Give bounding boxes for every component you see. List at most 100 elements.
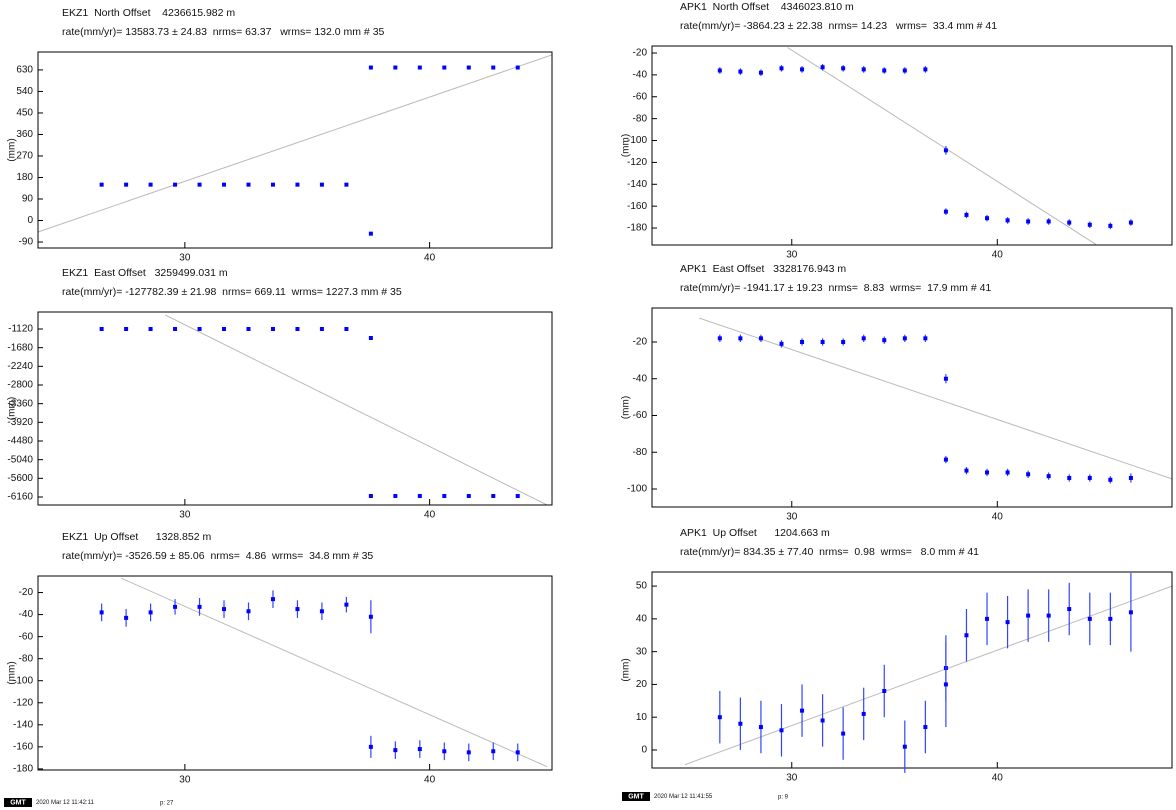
data-point xyxy=(1108,223,1113,228)
data-point xyxy=(368,65,373,70)
data-point xyxy=(1128,610,1133,615)
data-point xyxy=(902,68,907,73)
x-tick-label: 30 xyxy=(179,510,191,521)
data-point xyxy=(717,68,722,73)
data-point xyxy=(270,327,275,331)
timestamp: 2020 Mar 12 11:42:11 xyxy=(36,800,94,806)
y-tick-label: -5040 xyxy=(7,454,33,465)
data-point xyxy=(491,749,496,754)
chart-panel: EKZ1 North Offset 4236615.982 m rate(mm/y… xyxy=(7,7,553,264)
y-tick-label: -60 xyxy=(19,631,34,642)
y-tick-label: 20 xyxy=(636,679,648,690)
y-tick-label: -180 xyxy=(627,223,647,234)
data-point xyxy=(442,749,447,754)
chart-subtitle: rate(mm/yr)= -3526.59 ± 85.06 nrms= 4.86… xyxy=(62,550,373,562)
y-tick-label: -80 xyxy=(633,113,648,124)
x-tick-label: 40 xyxy=(992,250,1004,261)
x-tick-label: 30 xyxy=(179,775,191,786)
data-point xyxy=(964,468,969,473)
data-point xyxy=(393,65,398,70)
data-point xyxy=(319,327,324,331)
y-tick-label: 0 xyxy=(641,745,647,756)
data-point xyxy=(197,327,202,331)
y-tick-label: 540 xyxy=(16,86,33,97)
y-tick-label: 630 xyxy=(16,65,33,76)
data-point xyxy=(841,339,846,344)
data-point xyxy=(173,604,178,609)
data-point xyxy=(1067,475,1072,480)
chart-panel: EKZ1 East Offset 3259499.031 m rate(mm/yr… xyxy=(7,267,553,521)
y-tick-label: 0 xyxy=(27,215,33,226)
data-point xyxy=(964,212,969,217)
chart-title: EKZ1 East Offset 3259499.031 m xyxy=(62,267,228,279)
data-point xyxy=(99,182,104,187)
data-point xyxy=(344,182,349,187)
gmt-logo xyxy=(622,792,650,801)
data-point xyxy=(779,66,784,71)
y-axis-label: (mm) xyxy=(7,661,18,684)
x-tick-label: 30 xyxy=(786,250,798,261)
data-point xyxy=(124,182,129,187)
plot-frame xyxy=(651,45,1173,246)
data-point xyxy=(197,182,202,187)
data-point xyxy=(515,494,520,498)
data-point xyxy=(1087,475,1092,480)
y-tick-label: 450 xyxy=(16,108,33,119)
chart-subtitle: rate(mm/yr)= -3864.23 ± 22.38 nrms= 14.2… xyxy=(680,20,997,32)
data-point xyxy=(246,327,251,331)
data-point xyxy=(246,182,251,187)
data-point xyxy=(820,339,825,344)
data-point xyxy=(197,604,202,609)
chart-subtitle: rate(mm/yr)= 834.35 ± 77.40 nrms= 0.98 w… xyxy=(680,546,979,558)
footer-left: GMT 2020 Mar 12 11:42:11 p: 27 xyxy=(4,798,174,807)
chart-panel: EKZ1 Up Offset 1328.852 m rate(mm/yr)= -3… xyxy=(7,531,553,786)
y-tick-label: -140 xyxy=(627,179,647,190)
data-point xyxy=(442,65,447,70)
trend-line xyxy=(165,314,548,506)
data-point xyxy=(466,65,471,70)
y-tick-label: -100 xyxy=(13,675,33,686)
y-tick-label: -20 xyxy=(19,587,34,598)
data-point xyxy=(1005,620,1010,625)
chart-subtitle: rate(mm/yr)= -1941.17 ± 19.23 nrms= 8.83… xyxy=(680,282,991,294)
data-point xyxy=(779,341,784,346)
data-point xyxy=(393,748,398,753)
data-point xyxy=(1087,222,1092,227)
data-point xyxy=(779,728,784,733)
data-point xyxy=(985,616,990,621)
data-point xyxy=(319,609,324,614)
data-point xyxy=(222,607,227,612)
chart-subtitle: rate(mm/yr)= -127782.39 ± 21.98 nrms= 66… xyxy=(62,286,402,298)
data-point xyxy=(923,67,928,72)
data-point xyxy=(758,70,763,75)
y-tick-label: 50 xyxy=(636,581,648,592)
trend-line xyxy=(121,577,548,768)
y-tick-label: -5600 xyxy=(7,473,33,484)
y-tick-label: -120 xyxy=(627,157,647,168)
chart-title: EKZ1 North Offset 4236615.982 m xyxy=(62,7,235,19)
data-point xyxy=(1046,219,1051,224)
data-point xyxy=(738,721,743,726)
trend-line xyxy=(787,47,1097,245)
data-point xyxy=(923,725,928,730)
logo-text: GMT xyxy=(10,799,26,806)
data-point xyxy=(882,688,887,693)
data-point xyxy=(1005,470,1010,475)
data-point xyxy=(800,339,805,344)
data-point xyxy=(717,336,722,341)
data-point xyxy=(344,327,349,331)
chart-panel: APK1 Up Offset 1204.663 m rate(mm/yr)= 83… xyxy=(621,527,1173,784)
x-tick-label: 40 xyxy=(992,512,1004,523)
data-point xyxy=(515,750,520,755)
y-tick-label: -180 xyxy=(13,764,33,775)
data-point xyxy=(466,750,471,755)
data-point xyxy=(985,216,990,221)
y-tick-label: -1680 xyxy=(7,342,33,353)
y-tick-label: 10 xyxy=(636,712,648,723)
data-point xyxy=(943,148,948,153)
data-point xyxy=(368,744,373,749)
data-point xyxy=(319,182,324,187)
logo-text: GMT xyxy=(628,793,644,800)
y-tick-label: 40 xyxy=(636,614,648,625)
data-point xyxy=(1128,220,1133,225)
